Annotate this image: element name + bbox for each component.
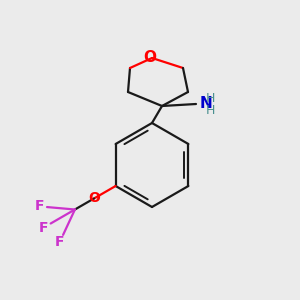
Text: N: N xyxy=(200,97,213,112)
Text: O: O xyxy=(143,50,157,64)
Text: F: F xyxy=(34,200,44,213)
Text: H: H xyxy=(205,103,215,116)
Text: H: H xyxy=(205,92,215,104)
Text: F: F xyxy=(55,235,64,249)
Text: O: O xyxy=(88,191,100,206)
Text: F: F xyxy=(39,220,49,235)
